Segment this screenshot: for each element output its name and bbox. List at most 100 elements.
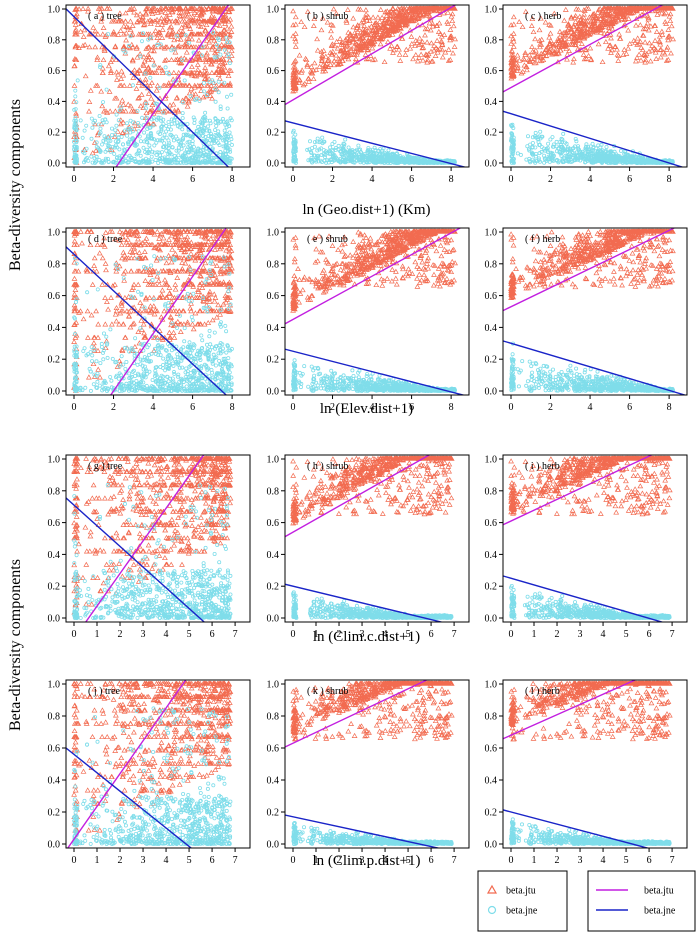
- x-tick-label: 8: [449, 174, 454, 185]
- y-tick-label: 0.0: [485, 159, 498, 170]
- y-tick-label: 0.4: [267, 97, 280, 108]
- x-tick-label: 3: [141, 855, 146, 866]
- x-tick-label: 2: [118, 855, 123, 866]
- y-tick-label: 0.2: [485, 128, 498, 139]
- panel-label: ( e ) shrub: [307, 234, 348, 245]
- beta-jne-regression-line: [503, 809, 651, 848]
- x-tick-label: 3: [578, 855, 583, 866]
- x-tick-label: 5: [187, 629, 192, 640]
- y-tick-label: 0.8: [485, 486, 498, 497]
- point-cloud: [503, 680, 673, 848]
- x-tick-label: 5: [406, 855, 411, 866]
- panel-label: ( d ) tree: [88, 234, 123, 245]
- x-tick-label: 0: [291, 174, 296, 185]
- x-tick-label: 0: [72, 402, 77, 413]
- y-tick-label: 0.6: [267, 66, 280, 77]
- panel-frame: [502, 679, 688, 849]
- legend-box-points: [477, 870, 568, 932]
- legend-label: beta.jne: [644, 906, 676, 917]
- beta-jtu-points: [290, 228, 459, 313]
- x-tick-label: 6: [627, 402, 632, 413]
- x-tick-label: 6: [190, 402, 195, 413]
- beta-jtu-points: [290, 680, 455, 742]
- panel-label: ( i ) herb: [525, 461, 560, 472]
- beta-jne-points: [291, 590, 454, 620]
- panel-label: ( k ) shrub: [307, 686, 348, 697]
- panel-grid: 0.0 0.2 0.4 0.6 0.8 1.0 0 2 4 6 8 ( a ) tree ln (Geo…: [48, 4, 688, 869]
- legend-box-lines: [587, 870, 696, 932]
- y-tick-label: 0.8: [48, 259, 61, 270]
- x-tick-label: 5: [624, 855, 629, 866]
- x-tick-label: 4: [588, 402, 593, 413]
- beta-jtu-regression-line: [109, 228, 227, 395]
- panel-frame: [284, 679, 470, 849]
- x-tick-label: 3: [360, 629, 365, 640]
- beta-jne-regression-line: [285, 814, 442, 848]
- panel-label: ( h ) shrub: [307, 461, 348, 472]
- y-tick-label: 0.4: [48, 97, 61, 108]
- beta-jne-points: [509, 817, 672, 846]
- x-axis-title: ln (Elev.dist+1): [320, 401, 413, 417]
- x-tick-label: 2: [111, 402, 116, 413]
- x-tick-label: 2: [555, 629, 560, 640]
- x-axis-title: ln (Clim.p.dist+1): [312, 853, 420, 869]
- panel-frame: [284, 227, 470, 396]
- beta-jne-regression-line: [503, 110, 685, 167]
- x-tick-label: 0: [72, 629, 77, 640]
- beta-jne-regression-line: [285, 348, 466, 395]
- beta-jne-points: [509, 122, 675, 165]
- beta-jtu-regression-line: [66, 680, 187, 848]
- y-axis-label-lower: Beta-diversity components: [7, 559, 24, 731]
- panel-frame: [284, 4, 470, 168]
- beta-jne-regression-line: [503, 340, 687, 395]
- x-tick-label: 4: [601, 855, 606, 866]
- panel-5: 0.0 0.2 0.4 0.6 0.8 1.0 0 2 4 6 8 ( f ) herb: [485, 227, 688, 413]
- y-tick-label: 0.2: [48, 128, 61, 139]
- x-tick-label: 6: [647, 855, 652, 866]
- x-tick-label: 2: [337, 855, 342, 866]
- y-tick-label: 0.2: [485, 582, 498, 593]
- x-tick-label: 3: [141, 629, 146, 640]
- y-tick-label: 0.6: [48, 744, 61, 755]
- beta-jtu-regression-line: [285, 680, 429, 748]
- y-tick-label: 0.6: [48, 66, 61, 77]
- x-tick-label: 1: [532, 629, 537, 640]
- x-tick-label: 2: [330, 402, 335, 413]
- y-tick-label: 0.8: [485, 712, 498, 723]
- x-tick-label: 4: [151, 402, 156, 413]
- panel-frame: [65, 227, 251, 396]
- panel-4: 0.0 0.2 0.4 0.6 0.8 1.0 0 2 4 6 8 ( e ) shrub: [267, 227, 470, 413]
- y-tick-label: 0.0: [48, 840, 61, 851]
- x-tick-label: 5: [187, 855, 192, 866]
- panel-1: 0.0 0.2 0.4 0.6 0.8 1.0 0 2 4 6 8 ( b ) shrub: [267, 4, 470, 185]
- beta-jne-points: [291, 128, 457, 165]
- x-tick-label: 1: [95, 629, 100, 640]
- x-tick-label: 3: [578, 629, 583, 640]
- y-tick-label: 1.0: [485, 455, 498, 466]
- x-tick-label: 6: [647, 629, 652, 640]
- beta-jtu-regression-line: [285, 5, 457, 106]
- x-tick-label: 6: [429, 629, 434, 640]
- y-tick-label: 0.6: [48, 291, 61, 302]
- beta-jne-regression-line: [66, 7, 230, 167]
- x-tick-label: 0: [72, 855, 77, 866]
- y-tick-label: 0.4: [48, 323, 61, 334]
- point-cloud: [285, 5, 468, 167]
- y-tick-label: 0.2: [48, 582, 61, 593]
- point-cloud: [285, 228, 466, 395]
- beta-jne-regression-line: [285, 583, 445, 622]
- beta-jtu-regression-line: [115, 5, 230, 167]
- x-tick-label: 7: [452, 855, 457, 866]
- y-tick-label: 0.6: [267, 291, 280, 302]
- x-tick-label: 0: [509, 629, 514, 640]
- panel-3: 0.0 0.2 0.4 0.6 0.8 1.0 0 2 4 6 8 ( d ) tree ln (Ele…: [48, 227, 413, 417]
- panel-frame: [65, 4, 251, 168]
- y-tick-label: 0.0: [267, 159, 280, 170]
- point-cloud: [285, 680, 455, 848]
- beta-jtu-points: [71, 680, 234, 846]
- y-tick-label: 0.8: [485, 259, 498, 270]
- y-tick-label: 1.0: [48, 228, 61, 239]
- y-tick-label: 0.0: [48, 159, 61, 170]
- y-tick-label: 0.0: [267, 840, 280, 851]
